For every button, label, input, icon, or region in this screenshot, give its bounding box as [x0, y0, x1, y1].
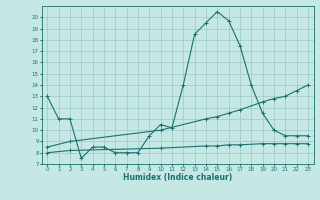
X-axis label: Humidex (Indice chaleur): Humidex (Indice chaleur) — [123, 173, 232, 182]
